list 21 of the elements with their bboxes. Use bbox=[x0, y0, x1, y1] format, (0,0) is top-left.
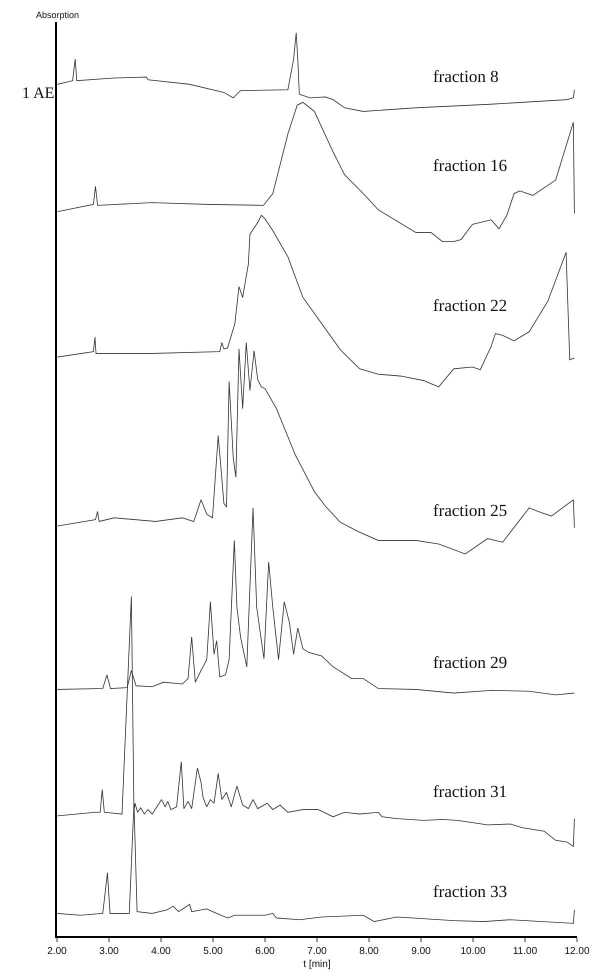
series-label: fraction 33 bbox=[433, 882, 508, 901]
series-label: fraction 16 bbox=[433, 156, 508, 175]
x-tick-label: 11.00 bbox=[512, 946, 538, 957]
x-tick-label: 12.00 bbox=[564, 946, 590, 957]
x-tick-label: 2.00 bbox=[47, 946, 68, 957]
x-tick-label: 7.00 bbox=[307, 946, 328, 957]
series-label: fraction 31 bbox=[433, 782, 508, 801]
x-tick-label: 9.00 bbox=[411, 946, 432, 957]
series-label: fraction 29 bbox=[433, 653, 508, 672]
series-label: fraction 22 bbox=[433, 296, 508, 315]
x-tick-label: 3.00 bbox=[99, 946, 120, 957]
x-tick-label: 6.00 bbox=[255, 946, 276, 957]
text: 1 AE bbox=[22, 85, 54, 102]
series-label: fraction 25 bbox=[433, 501, 508, 520]
x-axis-title: t [min] bbox=[303, 959, 331, 970]
y-axis-title: Absorption bbox=[36, 10, 80, 20]
x-tick-label: 5.00 bbox=[203, 946, 224, 957]
series-label: fraction 8 bbox=[433, 67, 499, 86]
x-tick-label: 4.00 bbox=[151, 946, 172, 957]
x-tick-label: 10.00 bbox=[460, 946, 486, 957]
x-tick-label: 8.00 bbox=[359, 946, 380, 957]
